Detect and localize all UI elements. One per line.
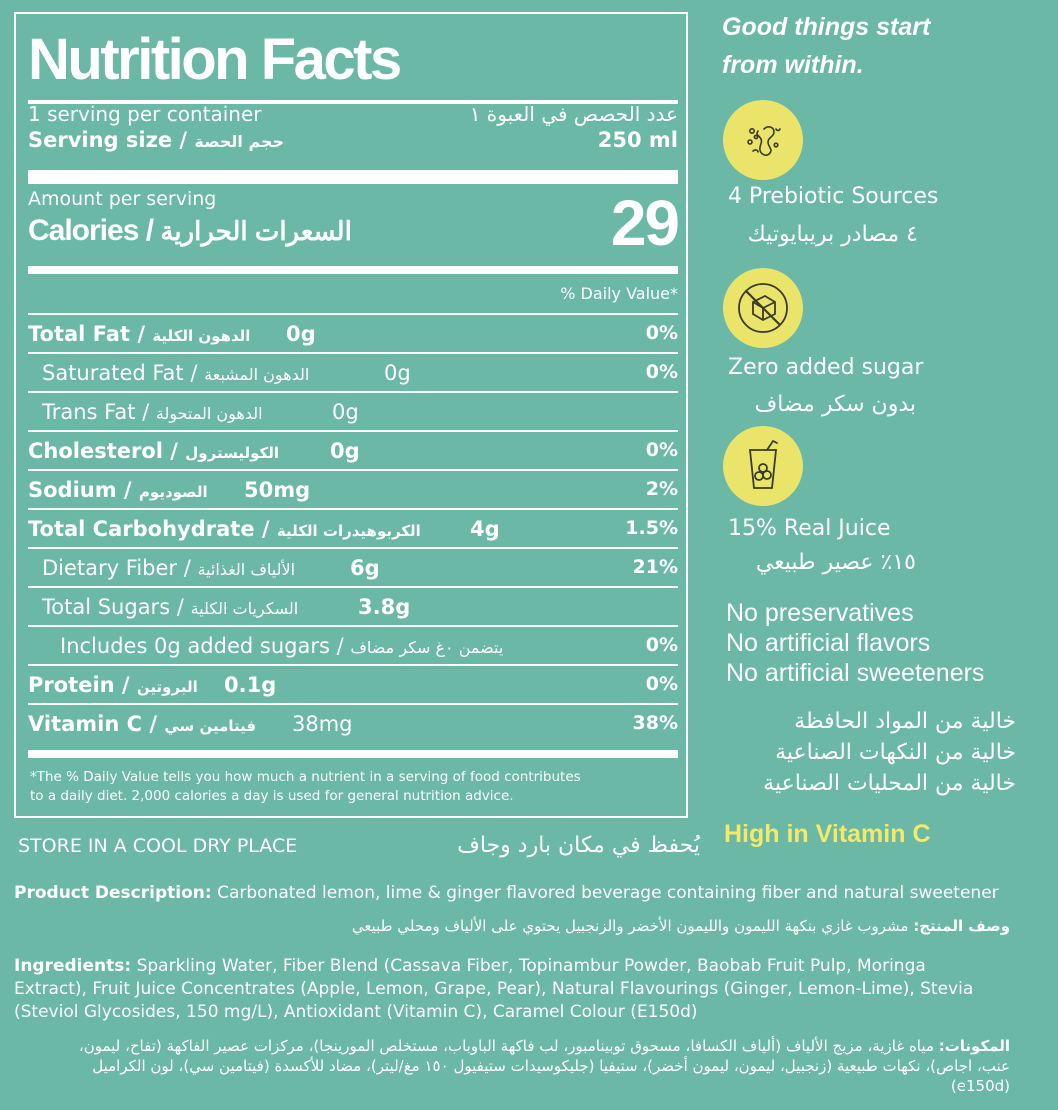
nutrient-label: Includes 0g added sugars / يتضمن ٠غ سكر … [60,634,504,658]
nutrient-row-sodium: Sodium / الصوديوم 50mg 2% [28,471,678,510]
nutrient-amount: 0g [330,439,360,463]
nutrient-amount: 4g [470,517,500,541]
servings-per-container-ar: عدد الحصص في العبوة ١ [469,102,678,126]
vitamin-c-claim: High in Vitamin C [724,820,931,848]
nutrient-amount: 38mg [292,712,353,736]
nutrient-row-trans-fat: Trans Fat / الدهون المتحولة 0g [28,393,678,432]
headline: Good things start from within. [722,13,931,79]
serving-size-label-ar: حجم الحصة [194,132,285,151]
feature-label-ar: ٤ مصادر بريبايوتيك [747,222,918,247]
claims-ar: خالية من المواد الحافظة خالية من النكهات… [763,709,1016,796]
nutrient-label: Total Sugars / السكريات الكلية [42,595,299,619]
amount-per-serving: Amount per serving [28,188,217,210]
nutrient-daily-value: 38% [632,712,678,734]
prebiotic-icon [723,100,803,180]
nutrient-daily-value: 0% [645,439,678,461]
nutrient-amount: 3.8g [358,595,411,619]
feature-label-ar: ١٥٪ عصير طبيعي [755,550,916,575]
nutrient-amount: 0.1g [224,673,277,697]
nutrient-label: Trans Fat / الدهون المتحولة [42,400,263,424]
claims-en: No preservatives No artificial flavors N… [726,599,985,687]
servings-per-container: 1 serving per container [28,102,262,126]
no-sugar-icon [723,268,803,348]
divider [28,100,678,104]
nutrient-row-total-carbohydrate: Total Carbohydrate / الكربوهيدرات الكلية… [28,510,678,549]
thick-divider [28,170,678,184]
nutrient-daily-value: 0% [645,322,678,344]
calories-value: 29 [610,187,680,259]
ingredients-ar: المكونات: مياه غازية، مزيج الألياف (أليا… [78,1037,1010,1095]
nutrient-daily-value: 0% [645,361,678,383]
serving-size-label: Serving size / [28,128,188,152]
divider [28,313,678,315]
nutrient-label: Dietary Fiber / الألياف الغذائية [42,556,296,580]
calories: Calories / السعرات الحرارية [28,214,353,248]
nutrition-title: Nutrition Facts [28,27,402,92]
nutrient-label: Total Carbohydrate / الكربوهيدرات الكلية [28,517,421,541]
feature-label: Zero added sugar [728,355,924,380]
nutrient-amount: 0g [384,361,411,385]
feature-label-ar: بدون سكر مضاف [754,392,916,417]
juice-icon [723,426,803,506]
nutrient-label: Sodium / الصوديوم [28,478,208,502]
thick-divider [28,266,678,274]
nutrient-row-dietary-fiber: Dietary Fiber / الألياف الغذائية 6g 21% [28,549,678,588]
nutrient-daily-value: 0% [645,673,678,695]
serving-size-value: 250 ml [597,128,678,152]
nutrient-daily-value: 2% [645,478,678,500]
calories-label-ar: السعرات الحرارية [160,216,352,246]
nutrient-row-cholesterol: Cholesterol / الكوليسترول 0g 0% [28,432,678,471]
nutrient-row-saturated-fat: Saturated Fat / الدهون المشبعة 0g 0% [28,354,678,393]
ingredients: Ingredients: Sparkling Water, Fiber Blen… [14,956,974,1022]
storage-instruction: STORE IN A COOL DRY PLACE [18,835,298,857]
thick-divider [28,750,678,758]
product-description: Product Description: Carbonated lemon, l… [14,883,999,903]
nutrient-row-added-sugars: Includes 0g added sugars / يتضمن ٠غ سكر … [28,627,678,666]
nutrient-daily-value: 0% [645,634,678,656]
nutrient-amount: 6g [350,556,380,580]
nutrient-row-total-fat: Total Fat / الدهون الكلية 0g 0% [28,315,678,354]
nutrient-row-protein: Protein / البروتين 0.1g 0% [28,666,678,705]
daily-value-header: % Daily Value* [560,284,678,303]
nutrient-label: Cholesterol / الكوليسترول [28,439,280,463]
footnote: *The % Daily Value tells you how much a … [30,769,581,804]
nutrition-facts-panel: Nutrition Facts 1 serving per container … [14,12,688,818]
nutrient-row-total-sugars: Total Sugars / السكريات الكلية 3.8g [28,588,678,627]
feature-label: 15% Real Juice [728,516,891,541]
nutrient-amount: 50mg [244,478,311,502]
feature-label: 4 Prebiotic Sources [728,184,939,209]
nutrient-daily-value: 21% [632,556,678,578]
nutrient-label: Total Fat / الدهون الكلية [28,322,251,346]
nutrient-row-vitamin-c: Vitamin C / فيتامين سي 38mg 38% [28,705,678,744]
serving-size: Serving size / حجم الحصة [28,128,284,152]
nutrient-amount: 0g [332,400,359,424]
nutrient-label: Protein / البروتين [28,673,198,697]
nutrient-label: Saturated Fat / الدهون المشبعة [42,361,310,385]
nutrient-amount: 0g [286,322,316,346]
nutrient-daily-value: 1.5% [625,517,678,539]
storage-instruction-ar: يُحفظ في مكان بارد وجاف [457,833,700,858]
calories-label: Calories / [28,214,154,247]
nutrient-label: Vitamin C / فيتامين سي [28,712,257,736]
product-description-ar: وصف المنتج: مشروب غازي بنكهة الليمون وال… [351,917,1010,935]
